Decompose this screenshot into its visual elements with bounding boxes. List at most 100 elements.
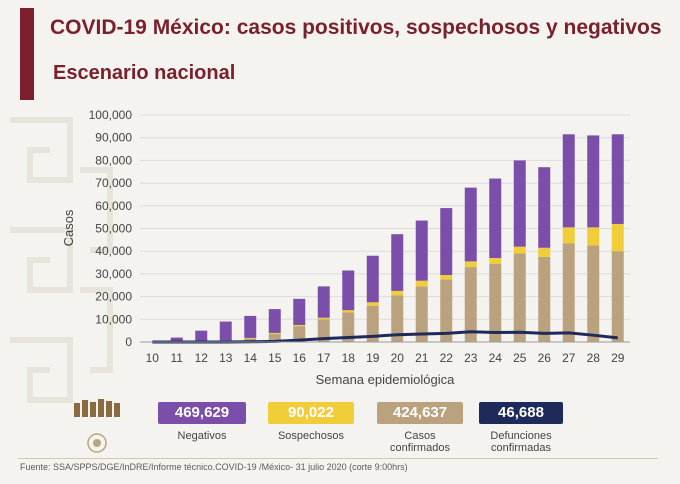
total-value: 469,629 — [158, 402, 246, 424]
bar-segment-negativos — [293, 298, 306, 325]
chart-grid — [140, 114, 630, 343]
chart-line — [140, 330, 630, 344]
total-value: 90,022 — [268, 402, 354, 424]
bar-segment-casos-confirmados — [587, 245, 600, 342]
y-tick-label: 50,000 — [95, 222, 132, 236]
y-tick-label: 0 — [125, 335, 132, 349]
bar-segment-negativos — [415, 220, 428, 281]
total-card: 469,629 Negativos — [158, 402, 246, 442]
total-card: 90,022 Sospechosos — [268, 402, 354, 442]
footer-divider — [18, 458, 658, 459]
x-tick-label: 21 — [415, 351, 429, 365]
bar-segment-negativos — [464, 187, 477, 262]
y-tick-label: 60,000 — [95, 199, 132, 213]
x-tick-label: 14 — [244, 351, 258, 365]
total-card: 46,688 Defunciones confirmadas — [479, 402, 563, 454]
y-tick-label: 80,000 — [95, 153, 132, 167]
bar-segment-negativos — [562, 134, 575, 228]
page-subtitle: Escenario nacional — [53, 62, 236, 84]
bar-segment-negativos — [170, 337, 183, 342]
bar-segment-casos-confirmados — [317, 319, 330, 342]
bar-segment-sospechosos — [268, 332, 281, 335]
bar-segment-casos-confirmados — [538, 256, 551, 342]
bar-segment-negativos — [195, 330, 208, 342]
bar-segment-negativos — [342, 270, 355, 311]
y-tick-label: 90,000 — [95, 131, 132, 145]
bar-segment-casos-confirmados — [611, 251, 624, 342]
y-axis-label: Casos — [61, 209, 76, 246]
x-tick-label: 23 — [464, 351, 478, 365]
national-seal-icon — [87, 433, 107, 453]
bar-segment-sospechosos — [317, 317, 330, 320]
bar-segment-sospechosos — [489, 258, 502, 264]
bar-segment-sospechosos — [513, 246, 526, 254]
bar-segment-casos-confirmados — [342, 312, 355, 342]
bar-segment-casos-confirmados — [293, 326, 306, 342]
bar-segment-negativos — [268, 309, 281, 333]
x-tick-label: 24 — [489, 351, 503, 365]
x-tick-label: 27 — [562, 351, 576, 365]
bar-segment-sospechosos — [342, 310, 355, 313]
bar-segment-negativos — [587, 135, 600, 228]
chart-y-ticks: 0 10,000 20,000 30,000 40,000 50,000 60,000 70,… — [89, 108, 133, 349]
y-tick-label: 10,000 — [95, 312, 132, 326]
covid-stacked-bar-chart: 0 10,000 20,000 30,000 40,000 50,000 60,000 70,… — [61, 108, 630, 387]
bar-segment-negativos — [489, 178, 502, 259]
y-tick-label: 70,000 — [95, 176, 132, 190]
x-tick-label: 29 — [611, 351, 625, 365]
bar-segment-casos-confirmados — [562, 243, 575, 342]
x-tick-label: 20 — [391, 351, 405, 365]
bar-segment-casos-confirmados — [513, 253, 526, 342]
chart-x-ticks: 10 11 12 13 14 15 16 17 18 19 20 21 22 23 24 25 26 27 28 29 — [146, 351, 625, 365]
x-tick-label: 19 — [366, 351, 380, 365]
x-tick-label: 16 — [293, 351, 307, 365]
total-label: Negativos — [177, 430, 227, 442]
government-logo — [74, 399, 120, 417]
total-value: 424,637 — [377, 402, 463, 424]
bar-segment-negativos — [366, 255, 379, 303]
y-tick-label: 30,000 — [95, 267, 132, 281]
bar-segment-negativos — [391, 234, 404, 291]
x-tick-label: 13 — [219, 351, 233, 365]
bar-segment-casos-confirmados — [391, 295, 404, 342]
total-value: 46,688 — [479, 402, 563, 424]
bar-segment-sospechosos — [391, 290, 404, 296]
bar-segment-casos-confirmados — [489, 263, 502, 342]
bar-segment-sospechosos — [293, 324, 306, 327]
x-tick-label: 10 — [146, 351, 160, 365]
y-tick-label: 100,000 — [89, 108, 133, 122]
bar-segment-sospechosos — [562, 227, 575, 244]
total-label: Sospechosos — [277, 430, 345, 442]
bar-segment-casos-confirmados — [366, 305, 379, 342]
total-card: 424,637 Casos confirmados — [377, 402, 463, 454]
bar-segment-negativos — [611, 134, 624, 224]
bar-segment-sospechosos — [611, 223, 624, 252]
bar-segment-negativos — [538, 167, 551, 248]
bar-segment-sospechosos — [244, 337, 257, 339]
bar-segment-negativos — [244, 315, 257, 338]
x-tick-label: 28 — [587, 351, 601, 365]
title-accent-bar — [20, 8, 34, 100]
page-title: COVID-19 México: casos positivos, sospec… — [50, 16, 662, 39]
x-tick-label: 17 — [317, 351, 331, 365]
x-tick-label: 25 — [513, 351, 527, 365]
total-label: Defunciones confirmadas — [490, 430, 552, 454]
bar-segment-sospechosos — [415, 280, 428, 287]
x-tick-label: 22 — [440, 351, 454, 365]
x-tick-label: 18 — [342, 351, 356, 365]
chart-bars — [170, 134, 624, 342]
bar-segment-sospechosos — [587, 227, 600, 246]
bar-segment-sospechosos — [366, 302, 379, 306]
x-axis-label: Semana epidemiológica — [316, 372, 456, 387]
y-tick-label: 20,000 — [95, 290, 132, 304]
bar-segment-sospechosos — [440, 275, 453, 280]
x-tick-label: 11 — [171, 351, 184, 365]
bar-segment-negativos — [317, 286, 330, 318]
bar-segment-casos-confirmados — [268, 334, 281, 342]
bar-segment-negativos — [440, 208, 453, 276]
total-label: Casos confirmados — [390, 430, 450, 454]
bar-segment-casos-confirmados — [464, 267, 477, 342]
bar-segment-negativos — [513, 160, 526, 247]
x-tick-label: 15 — [268, 351, 282, 365]
x-tick-label: 12 — [195, 351, 209, 365]
